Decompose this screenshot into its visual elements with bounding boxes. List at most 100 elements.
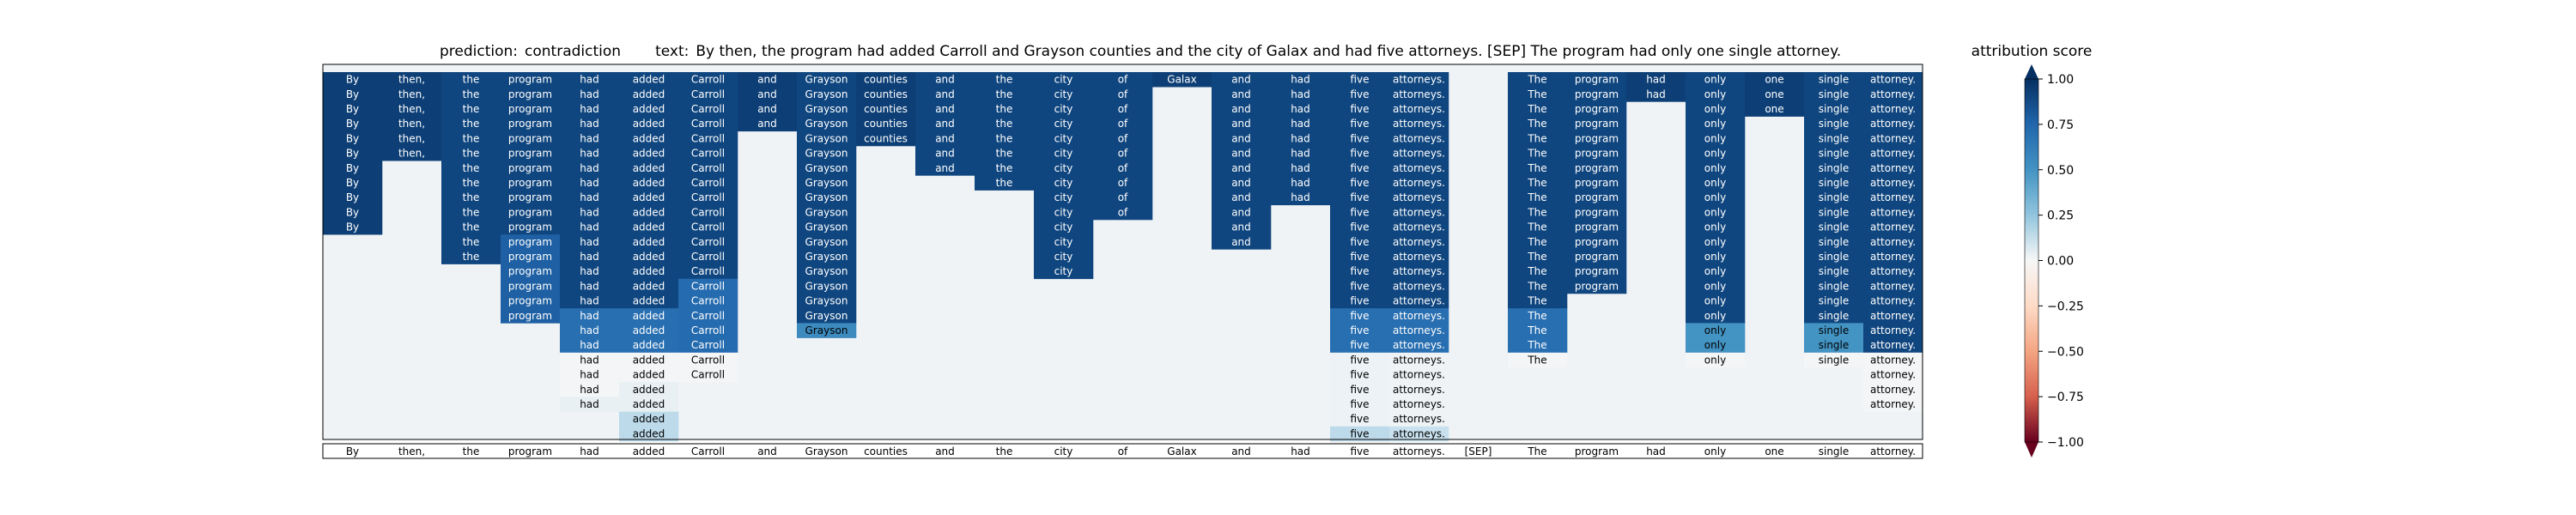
heatmap-cell-label: program	[1575, 251, 1619, 263]
x-tick-label: Grayson	[805, 445, 848, 457]
x-tick-label: the	[996, 445, 1013, 457]
heatmap-cell	[1389, 426, 1449, 442]
heatmap-cell-label: attorneys.	[1393, 74, 1445, 86]
heatmap-cell-label: Carroll	[691, 310, 725, 322]
heatmap-cell	[1686, 323, 1746, 354]
heatmap-cell-label: five	[1350, 413, 1369, 425]
heatmap-cell-label: had	[580, 162, 599, 174]
heatmap-cell-label: five	[1350, 221, 1369, 233]
text-value: By then, the program had added Carroll a…	[696, 43, 1841, 60]
heatmap-cell-label: program	[508, 118, 552, 130]
heatmap-cell-label: five	[1350, 206, 1369, 218]
heatmap-cell-label: had	[580, 339, 599, 351]
heatmap-cell-label: program	[508, 206, 552, 218]
heatmap-cell-label: of	[1118, 177, 1128, 189]
heatmap-cell-label: city	[1054, 132, 1073, 144]
heatmap-cell-label: program	[508, 88, 552, 100]
colorbar-top-extension	[2025, 64, 2038, 79]
heatmap-cell-label: and	[1231, 103, 1251, 115]
heatmap-cell-label: and	[935, 162, 955, 174]
heatmap-cell-label: single	[1819, 221, 1850, 233]
heatmap-cell-label: city	[1054, 88, 1073, 100]
heatmap-cell-label: single	[1819, 177, 1850, 189]
heatmap-cell-label: single	[1819, 339, 1850, 351]
heatmap-cell-label: Carroll	[691, 103, 725, 115]
heatmap-cell-label: attorney.	[1870, 251, 1916, 263]
heatmap-cell-label: and	[1231, 118, 1251, 130]
heatmap-cell-label: Carroll	[691, 132, 725, 144]
heatmap-cell-label: city	[1054, 148, 1073, 160]
heatmap-cell-label: attorneys.	[1393, 280, 1445, 292]
heatmap-cell	[1389, 308, 1449, 354]
heatmap-cell-label: single	[1819, 265, 1850, 277]
colorbar-ticks: 1.00 0.75 0.50 0.25 0.00 −0.25 −0.50 −0.75 −1.00	[2038, 73, 2084, 450]
heatmap-cell-label: The	[1527, 339, 1546, 351]
heatmap-cell-label: program	[508, 236, 552, 248]
heatmap-cell-label: had	[1646, 88, 1666, 100]
heatmap-cell-label: The	[1527, 280, 1546, 292]
heatmap-cell-label: added	[633, 177, 665, 189]
heatmap-cell-label: counties	[864, 118, 908, 130]
heatmap-cell-label: Carroll	[691, 162, 725, 174]
heatmap-cell-label: Carroll	[691, 280, 725, 292]
heatmap-cell-label: The	[1527, 310, 1546, 322]
heatmap-cell-label: added	[633, 369, 665, 381]
heatmap-cell	[915, 72, 975, 176]
heatmap-cell-label: program	[1575, 118, 1619, 130]
heatmap-cell-label: and	[757, 103, 777, 115]
heatmap-cell-label: of	[1118, 191, 1128, 203]
heatmap-cell-label: had	[1291, 74, 1310, 86]
colorbar-tick-label: −1.00	[2047, 436, 2084, 450]
heatmap-cell-label: By	[346, 162, 359, 174]
heatmap-cell-label: had	[580, 148, 599, 160]
heatmap-cell-label: of	[1118, 103, 1128, 115]
prediction-label: prediction:	[440, 43, 518, 60]
heatmap-cell-label: Carroll	[691, 221, 725, 233]
heatmap-cell-label: attorneys.	[1393, 118, 1445, 130]
heatmap-cell-label: only	[1704, 310, 1726, 322]
heatmap-cell-label: one	[1765, 103, 1783, 115]
heatmap-cell	[678, 72, 738, 280]
heatmap-cell-label: added	[633, 74, 665, 86]
heatmap-cell	[1093, 72, 1153, 221]
heatmap-cell-label: of	[1118, 206, 1128, 218]
heatmap-cell-label: Grayson	[805, 251, 848, 263]
heatmap-cell-label: attorney.	[1870, 295, 1916, 307]
heatmap-cell	[1389, 352, 1449, 427]
heatmap-cell-label: the	[463, 191, 480, 203]
colorbar: attribution score 1.00 0.75 0.50 0.25 0.00 −0…	[1971, 43, 2092, 457]
x-tick-label: program	[1575, 445, 1619, 457]
heatmap-cell-label: the	[996, 118, 1013, 130]
heatmap-cell-label: and	[757, 74, 777, 86]
heatmap-cell-label: The	[1527, 191, 1546, 203]
heatmap-cell-label: had	[1646, 74, 1666, 86]
heatmap-cell-label: of	[1118, 118, 1128, 130]
heatmap-cell-label: the	[463, 251, 480, 263]
heatmap-cell-label: only	[1704, 177, 1726, 189]
heatmap-cell-label: attorney.	[1870, 310, 1916, 322]
heatmap-cell-label: added	[633, 191, 665, 203]
heatmap-cell-label: added	[633, 280, 665, 292]
colorbar-tick-label: 0.50	[2047, 164, 2074, 178]
heatmap-cell-label: added	[633, 251, 665, 263]
heatmap-cell	[1271, 72, 1331, 206]
heatmap-cell-label: added	[633, 103, 665, 115]
heatmap-cell-label: only	[1704, 251, 1726, 263]
heatmap-cell	[856, 72, 916, 147]
heatmap-cell-label: had	[580, 265, 599, 277]
heatmap-cell-label: attorneys.	[1393, 265, 1445, 277]
x-tick-label: The	[1527, 445, 1546, 457]
heatmap-cell-label: had	[580, 118, 599, 130]
heatmap-cell-label: program	[508, 177, 552, 189]
heatmap-cell-label: had	[1291, 191, 1310, 203]
heatmap-cell-label: By	[346, 191, 359, 203]
x-tick-label: one	[1765, 445, 1783, 457]
heatmap-cell-label: attorney.	[1870, 103, 1916, 115]
heatmap-cell-label: single	[1819, 162, 1850, 174]
heatmap-cell-label: attorneys.	[1393, 398, 1445, 410]
heatmap-cell	[323, 72, 383, 235]
heatmap-cell-label: program	[508, 221, 552, 233]
heatmap-frame	[322, 64, 1923, 440]
heatmap-cell-label: added	[633, 427, 665, 439]
heatmap-cell	[1686, 72, 1746, 324]
